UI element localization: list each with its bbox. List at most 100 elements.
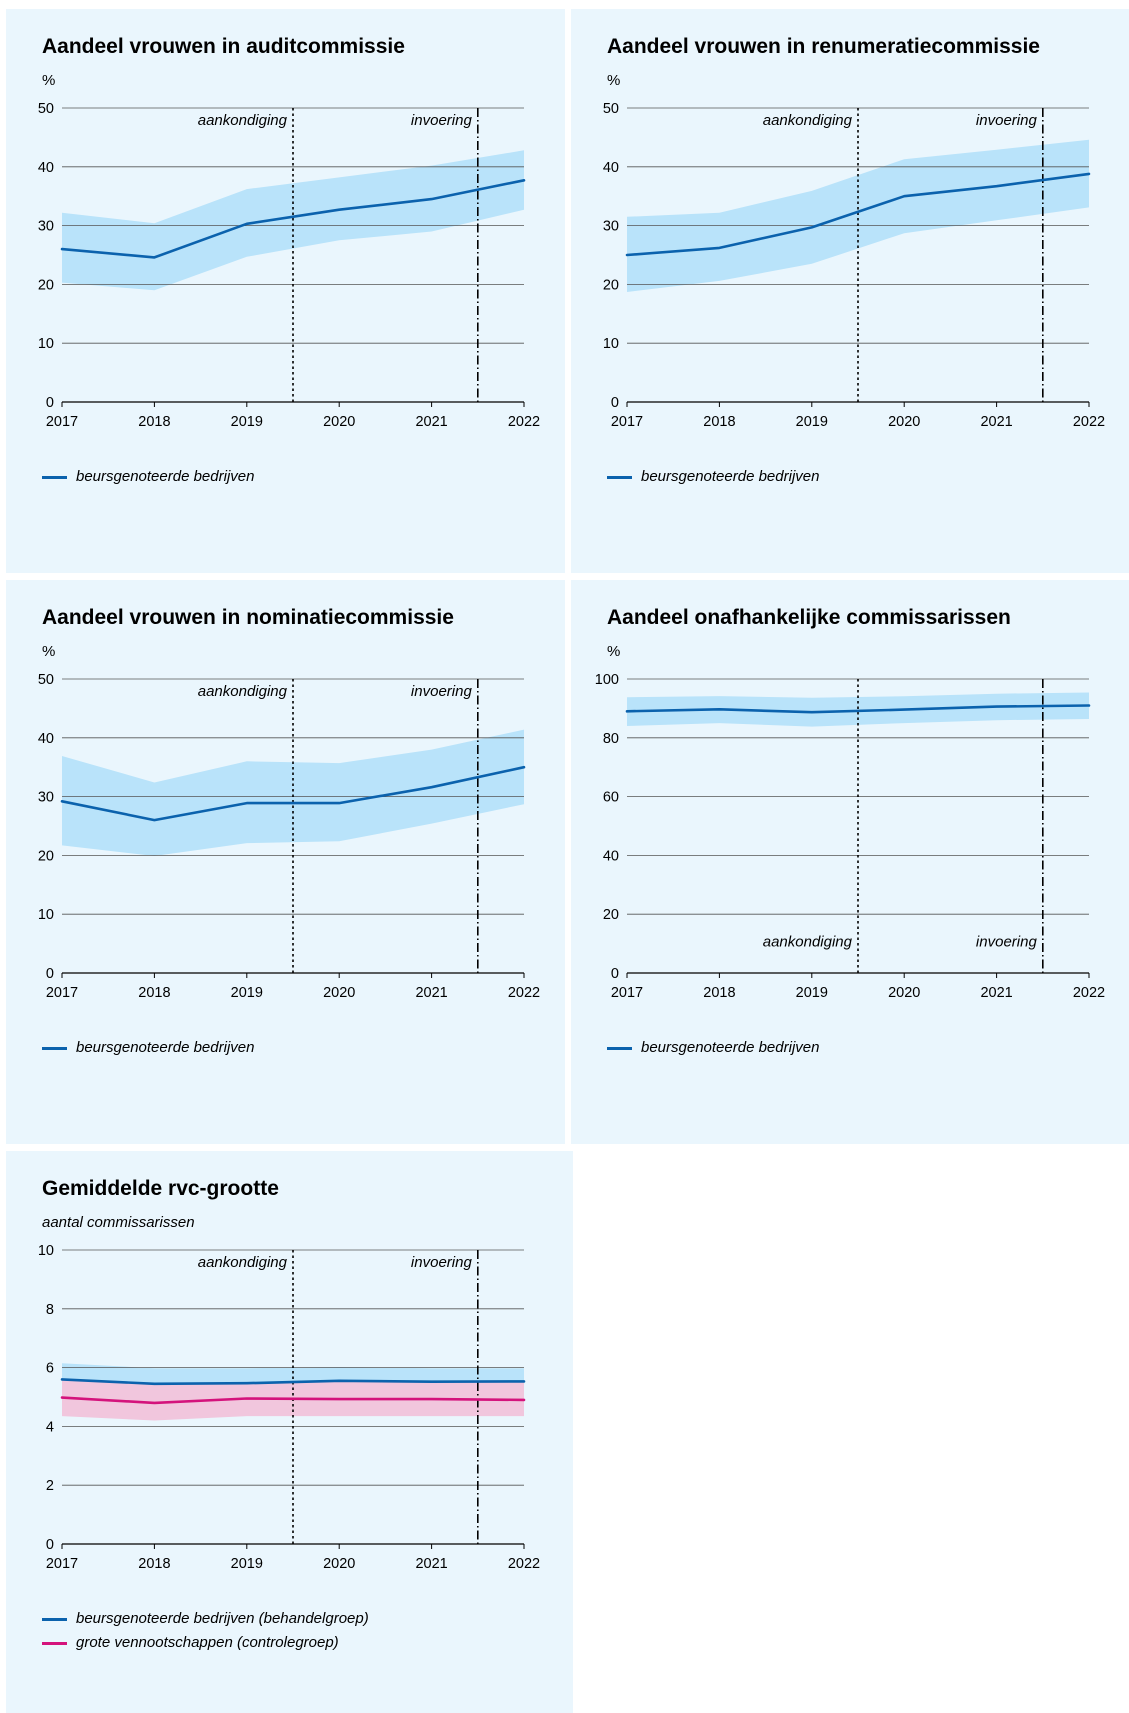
legend-label: beursgenoteerde bedrijven — [76, 468, 255, 485]
legend-swatch — [42, 1618, 67, 1621]
series-line-0 — [60, 179, 526, 259]
reference-label-aankondiging: aankondiging — [198, 683, 288, 700]
y-tick-label: 60 — [603, 790, 619, 806]
legend: beursgenoteerde bedrijven — [42, 1036, 254, 1060]
reference-label-aankondiging: aankondiging — [763, 112, 853, 129]
legend-label: beursgenoteerde bedrijven — [641, 1039, 820, 1056]
y-axis-unit: % — [42, 643, 56, 660]
legend: beursgenoteerde bedrijven — [607, 465, 819, 489]
legend-label: grote vennootschappen (controlegroep) — [76, 1634, 339, 1651]
x-tick-label: 2018 — [138, 1556, 170, 1572]
y-tick-label: 6 — [46, 1361, 54, 1377]
x-tick-label: 2018 — [138, 985, 170, 1001]
chart-title: Aandeel vrouwen in auditcommissie — [42, 35, 405, 58]
legend-label: beursgenoteerde bedrijven — [641, 468, 820, 485]
series-line-0 — [625, 704, 1091, 714]
y-tick-label: 30 — [603, 219, 619, 235]
chart-plot: 0 10 20 30 40 50 2017 2018 2019 2020 2021 2022 aanko… — [38, 101, 540, 430]
chart-panel-renumeratie: Aandeel vrouwen in renumeratiecommissie … — [571, 9, 1129, 573]
series-line-1 — [60, 1396, 526, 1405]
legend-item: beursgenoteerde bedrijven — [42, 1036, 254, 1060]
y-tick-label: 10 — [603, 336, 619, 352]
y-tick-label: 0 — [611, 966, 619, 982]
confidence-band-0 — [627, 139, 1089, 292]
y-axis-unit: % — [42, 72, 56, 89]
x-tick-label: 2022 — [508, 985, 540, 1001]
y-tick-label: 50 — [38, 101, 54, 117]
x-tick-label: 2018 — [703, 985, 735, 1001]
legend-swatch — [42, 476, 67, 479]
legend-swatch — [607, 1047, 632, 1050]
legend-item: grote vennootschappen (controlegroep) — [42, 1631, 369, 1655]
y-axis-unit: aantal commissarissen — [42, 1214, 195, 1231]
chart-plot: 0 20 40 60 80 100 2017 2018 2019 2020 2021 2022 aank… — [595, 672, 1105, 1001]
y-tick-label: 80 — [603, 731, 619, 747]
chart-panel-audit: Aandeel vrouwen in auditcommissie % 0 10 2… — [6, 9, 565, 573]
x-tick-label: 2019 — [231, 1556, 263, 1572]
chart-panel-nominatie: Aandeel vrouwen in nominatiecommissie % … — [6, 580, 565, 1144]
legend-label: beursgenoteerde bedrijven — [76, 1039, 255, 1056]
y-tick-label: 0 — [46, 966, 54, 982]
y-tick-label: 30 — [38, 219, 54, 235]
y-axis-unit: % — [607, 72, 621, 89]
legend-swatch — [42, 1642, 67, 1645]
series-line-0 — [60, 765, 526, 822]
x-tick-label: 2017 — [611, 414, 643, 430]
confidence-band-0 — [627, 692, 1089, 727]
chart-title: Aandeel vrouwen in renumeratiecommissie — [607, 35, 1040, 58]
y-tick-label: 0 — [46, 395, 54, 411]
chart-plot: 0 10 20 30 40 50 2017 2018 2019 2020 2021 2022 aanko… — [38, 672, 540, 1001]
x-tick-label: 2017 — [46, 1556, 78, 1572]
x-tick-label: 2017 — [46, 985, 78, 1001]
x-tick-label: 2022 — [1073, 414, 1105, 430]
y-tick-label: 20 — [603, 277, 619, 293]
x-tick-label: 2020 — [323, 985, 355, 1001]
chart-title: Aandeel onafhankelijke commissarissen — [607, 606, 1011, 629]
x-tick-label: 2022 — [1073, 985, 1105, 1001]
chart-panel-onafhankelijk: Aandeel onafhankelijke commissarissen % … — [571, 580, 1129, 1144]
x-tick-label: 2022 — [508, 1556, 540, 1572]
y-tick-label: 0 — [611, 395, 619, 411]
reference-label-aankondiging: aankondiging — [763, 934, 853, 951]
x-tick-label: 2020 — [323, 414, 355, 430]
x-tick-label: 2020 — [888, 985, 920, 1001]
reference-label-invoering: invoering — [411, 1254, 473, 1271]
legend-item: beursgenoteerde bedrijven — [607, 1036, 819, 1060]
legend-swatch — [42, 1047, 67, 1050]
x-tick-label: 2020 — [888, 414, 920, 430]
reference-label-invoering: invoering — [976, 934, 1038, 951]
x-tick-label: 2017 — [611, 985, 643, 1001]
x-tick-label: 2018 — [703, 414, 735, 430]
x-tick-label: 2020 — [323, 1556, 355, 1572]
y-axis-unit: % — [607, 643, 621, 660]
y-tick-label: 10 — [38, 336, 54, 352]
series-line-0 — [60, 1378, 526, 1386]
x-tick-label: 2022 — [508, 414, 540, 430]
x-tick-label: 2018 — [138, 414, 170, 430]
legend-swatch — [607, 476, 632, 479]
x-tick-label: 2019 — [231, 414, 263, 430]
x-tick-label: 2021 — [980, 414, 1012, 430]
x-tick-label: 2017 — [46, 414, 78, 430]
y-tick-label: 0 — [46, 1537, 54, 1553]
reference-label-invoering: invoering — [976, 112, 1038, 129]
legend-item: beursgenoteerde bedrijven — [42, 465, 254, 489]
y-tick-label: 8 — [46, 1302, 54, 1318]
x-tick-label: 2021 — [980, 985, 1012, 1001]
legend: beursgenoteerde bedrijven (behandelgroep… — [42, 1607, 369, 1655]
legend-item: beursgenoteerde bedrijven — [607, 465, 819, 489]
chart-plot: 0 10 20 30 40 50 2017 2018 2019 2020 2021 2022 aanko… — [603, 101, 1105, 430]
reference-label-aankondiging: aankondiging — [198, 1254, 288, 1271]
y-tick-label: 40 — [38, 160, 54, 176]
y-tick-label: 10 — [38, 907, 54, 923]
reference-label-invoering: invoering — [411, 683, 473, 700]
y-tick-label: 40 — [603, 160, 619, 176]
series-line-0 — [625, 172, 1091, 257]
y-tick-label: 10 — [38, 1243, 54, 1259]
x-tick-label: 2021 — [415, 985, 447, 1001]
y-tick-label: 20 — [38, 277, 54, 293]
chart-panel-rvc: Gemiddelde rvc-grootte aantal commissari… — [6, 1151, 573, 1713]
chart-plot: 0 2 4 6 8 10 2017 2018 2019 2020 2021 2022 aankondig… — [38, 1243, 540, 1572]
x-tick-label: 2021 — [415, 1556, 447, 1572]
y-tick-label: 20 — [38, 848, 54, 864]
